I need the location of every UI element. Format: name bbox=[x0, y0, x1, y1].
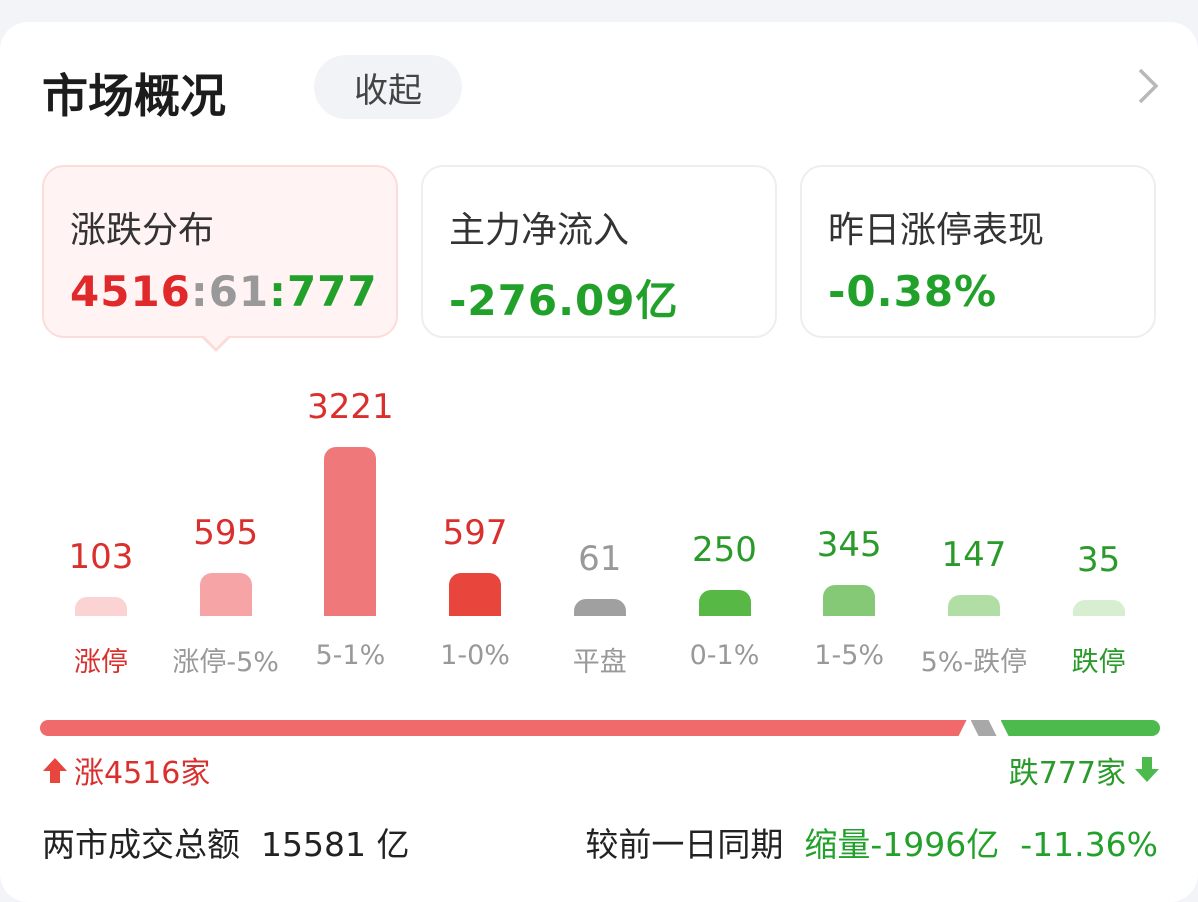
flat-count: 61 bbox=[208, 267, 270, 316]
category-label: 1-5% bbox=[814, 640, 885, 671]
category-label: 1-0% bbox=[440, 640, 510, 671]
value-label: 103 bbox=[68, 537, 134, 578]
volume-change: 缩量-1996亿 bbox=[804, 825, 1000, 864]
stat-value: -276.09亿 bbox=[449, 276, 679, 325]
stat-card-net-inflow[interactable]: 主力净流入 -276.09亿 bbox=[421, 165, 777, 338]
arrow-down-icon bbox=[1135, 757, 1159, 782]
value-label: 595 bbox=[193, 513, 259, 554]
value-label: 597 bbox=[442, 513, 508, 554]
page-title: 市场概况 bbox=[42, 69, 226, 123]
flat-progress bbox=[971, 720, 997, 736]
separator: : bbox=[190, 267, 209, 316]
stat-label: 主力净流入 bbox=[449, 210, 630, 251]
down-progress bbox=[1000, 720, 1160, 736]
value-label: 35 bbox=[1076, 540, 1121, 581]
bar-up-5-limit bbox=[199, 573, 252, 616]
value-label: 3221 bbox=[307, 387, 394, 428]
turnover-value: 15581 亿 bbox=[260, 825, 410, 864]
value-label: 61 bbox=[578, 539, 622, 580]
up-progress bbox=[40, 720, 967, 736]
arrow-up-icon bbox=[43, 758, 67, 783]
category-label: 5%-跌停 bbox=[920, 647, 1028, 678]
bar-down-1-5 bbox=[823, 585, 876, 616]
stat-card-limit-up-performance[interactable]: 昨日涨停表现 -0.38% bbox=[800, 165, 1156, 338]
down-count-label: 跌777家 bbox=[1008, 756, 1126, 791]
category-label: 5-1% bbox=[315, 640, 386, 671]
turnover-comparison: 较前一日同期 缩量-1996亿 -11.36% bbox=[585, 818, 1158, 866]
chevron-right-icon[interactable] bbox=[1132, 66, 1162, 106]
value-label: 345 bbox=[816, 525, 882, 566]
bar-limit-up bbox=[75, 597, 127, 616]
down-count: 777 bbox=[286, 267, 378, 316]
up-count: 4516 bbox=[70, 267, 191, 316]
turnover-summary: 两市成交总额 15581 亿 bbox=[42, 818, 409, 866]
bar-up-1-5 bbox=[324, 447, 377, 616]
collapse-button[interactable]: 收起 bbox=[314, 55, 462, 119]
bar-down-0-1 bbox=[698, 590, 751, 616]
category-label: 涨停 bbox=[74, 647, 128, 678]
category-label: 平盘 bbox=[572, 647, 627, 678]
compare-label: 较前一日同期 bbox=[585, 825, 784, 864]
separator: : bbox=[269, 267, 287, 316]
stat-card-distribution[interactable]: 涨跌分布 4516:61:777 bbox=[42, 165, 398, 338]
category-label: 涨停-5% bbox=[172, 647, 279, 678]
category-label: 跌停 bbox=[1071, 647, 1126, 678]
stat-label: 涨跌分布 bbox=[70, 210, 215, 251]
stat-label: 昨日涨停表现 bbox=[828, 210, 1045, 251]
volume-change-pct: -11.36% bbox=[1020, 825, 1158, 864]
bar-flat bbox=[573, 599, 626, 616]
turnover-label: 两市成交总额 bbox=[42, 825, 240, 864]
bar-limit-down bbox=[1072, 600, 1125, 616]
bar-up-0-1 bbox=[449, 573, 502, 616]
bar-down-5-limit bbox=[947, 594, 1000, 616]
up-count-label: 涨4516家 bbox=[74, 756, 211, 791]
value-label: 250 bbox=[692, 530, 757, 570]
active-pointer-fill bbox=[202, 334, 230, 348]
stat-value: -0.38% bbox=[828, 267, 998, 316]
category-label: 0-1% bbox=[689, 640, 760, 671]
value-label: 147 bbox=[941, 534, 1007, 575]
